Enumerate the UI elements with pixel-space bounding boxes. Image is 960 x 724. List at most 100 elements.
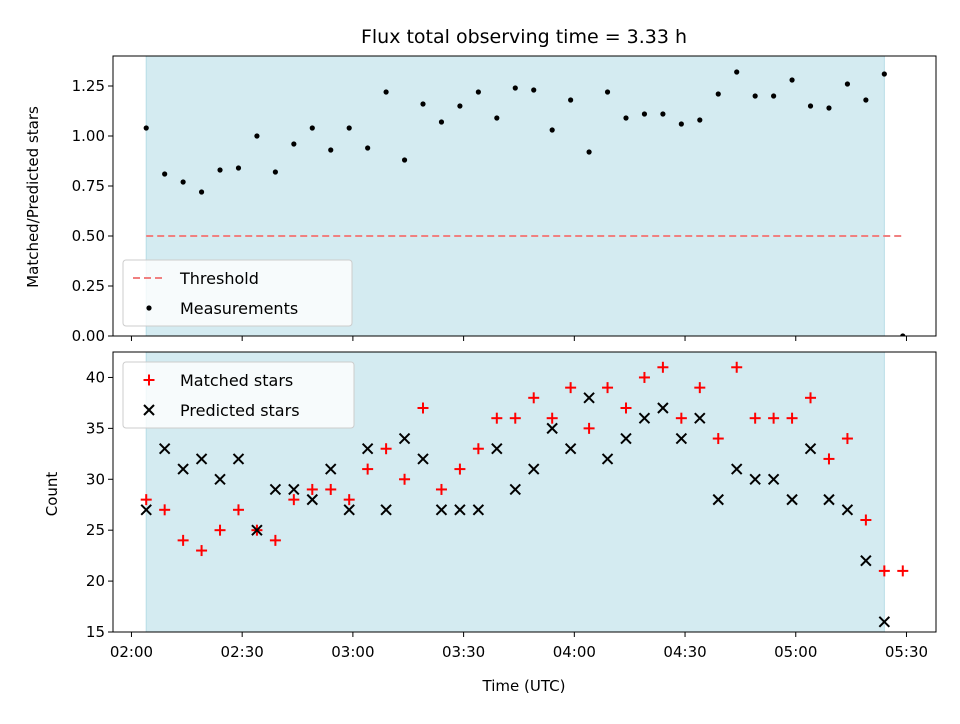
bottom-panel-series-1-point-37 — [823, 493, 835, 506]
top-panel-series-0-point-21 — [531, 87, 537, 93]
bottom-panel-series-0 — [140, 361, 909, 577]
bottom-panel-series-1-point-12 — [361, 443, 374, 455]
bottom-panel-series-1-point-39 — [860, 555, 872, 567]
bottom-panel-series-1-point-20 — [509, 483, 521, 496]
bottom-panel-series-1-point-23 — [564, 443, 577, 455]
bottom-panel-series-1-point-34-d2 — [767, 473, 780, 485]
top-panel-series-0-point-2 — [180, 179, 186, 185]
bottom-panel-series-0-point-18 — [472, 443, 484, 455]
top-panel-series-0-point-33 — [752, 93, 758, 99]
top-panel-series-0-point-32 — [734, 69, 740, 75]
top-panel-series-0-point-19 — [494, 115, 500, 121]
xtick-label-3: 03:30 — [442, 643, 485, 661]
bottom-panel-series-1-point-14-d2 — [398, 432, 411, 445]
bottom-panel-series-1-point-36-d2 — [804, 443, 817, 455]
top-panel-series-0-point-1 — [162, 171, 168, 177]
top-panel-series-0-point-13 — [383, 89, 389, 95]
top-panel-series-0-point-16 — [438, 119, 445, 125]
bottom-panel-series-1-point-8-d2 — [288, 483, 300, 496]
top-panel-series-0-point-7 — [272, 169, 278, 175]
bottom-panel-series-0-point-38 — [841, 433, 853, 445]
bottom-panel-series-1-point-15-d2 — [417, 453, 429, 465]
bottom-panel-series-1-point-14 — [398, 432, 411, 445]
bottom-panel: 15 20 25 30 35 40 02:00 02:30 03:00 03:30 04:00 04:… — [86, 351, 937, 661]
bottom-panel-series-0-point-20 — [509, 412, 521, 424]
bottom-panel-series-1-point-2 — [177, 463, 189, 475]
bottom-panel-series-1-point-27 — [638, 412, 651, 424]
bottom-panel-series-1-point-29 — [675, 432, 688, 445]
bottom-panel-series-0-point-37 — [823, 453, 835, 465]
xtick-label-6: 05:00 — [774, 643, 817, 661]
bottom-panel-series-1-point-24-d2 — [583, 392, 595, 404]
bottom-panel-series-1-point-4-d2 — [214, 473, 226, 485]
top-panel-series-0 — [143, 69, 906, 336]
bottom-panel-series-1-point-30-d2 — [694, 412, 706, 424]
xtick-label-2: 03:00 — [331, 643, 374, 661]
bottom-panel-series-1-point-13 — [380, 504, 392, 516]
bottom-panel-ytick-label-5: 40 — [86, 368, 105, 386]
bottom-panel-legend-label-1: Predicted stars — [180, 401, 300, 420]
bottom-panel-series-1-point-23-d2 — [564, 443, 577, 455]
bottom-panel-series-1-point-37-d2 — [823, 493, 835, 506]
bottom-panel-series-1-point-40-d2 — [878, 616, 891, 628]
bottom-panel-series-1-point-38-d2 — [841, 504, 854, 516]
bottom-panel-series-1-point-21-d2 — [528, 463, 540, 475]
bottom-panel-series-0-point-5 — [232, 504, 244, 516]
top-panel-ytick-label-4: 1.00 — [72, 127, 105, 145]
top-panel-series-0-point-36 — [807, 103, 814, 109]
bottom-panel-series-1-point-8 — [288, 483, 300, 496]
bottom-panel-ytick-label-3: 30 — [86, 470, 105, 488]
top-panel-series-0-point-3 — [198, 189, 205, 195]
top-panel-series-0-point-37 — [826, 105, 832, 111]
top-panel-series-0-point-10 — [328, 147, 334, 153]
bottom-panel-series-1-point-22 — [546, 422, 558, 435]
bottom-panel-series-0-point-3 — [196, 545, 208, 557]
bottom-panel-series-1-point-18 — [472, 504, 485, 516]
bottom-panel-series-1-point-10 — [325, 463, 337, 475]
bottom-panel-series-0-point-29 — [675, 412, 687, 424]
top-panel-legend-box — [122, 259, 353, 327]
bottom-panel-series-0-point-7 — [269, 534, 281, 546]
top-panel-ytick-label-1: 0.25 — [72, 277, 105, 295]
bottom-panel-series-1-point-16 — [435, 504, 448, 516]
bottom-panel-series-1-point-22-d2 — [546, 422, 558, 435]
bottom-panel-series-1-point-28-d2 — [657, 402, 669, 414]
bottom-panel-series-1-point-38 — [841, 504, 854, 516]
bottom-panel-series-0-point-16 — [435, 483, 447, 495]
top-panel-series-0-point-30 — [697, 117, 703, 123]
bottom-panel-series-0-point-12 — [362, 463, 374, 475]
top-panel-series-0-point-5 — [235, 165, 242, 171]
bottom-panel-series-1-point-31 — [712, 493, 724, 506]
top-panel-series-0-point-34 — [771, 93, 777, 99]
bottom-panel-series-1-point-24 — [583, 392, 595, 404]
bottom-panel-series-1-point-21 — [528, 463, 540, 475]
top-panel-series-0-point-27 — [641, 111, 648, 117]
bottom-panel-series-0-point-2 — [177, 534, 189, 546]
top-panel-series-0-point-17 — [457, 103, 463, 109]
bottom-panel-series-1-point-15 — [417, 453, 429, 465]
bottom-panel-series-0-point-40 — [878, 565, 890, 577]
bottom-panel-ytick-label-1: 20 — [86, 572, 105, 590]
top-panel-series-0-point-26 — [623, 115, 629, 121]
bottom-panel-series-1-point-17 — [454, 504, 466, 516]
bottom-panel-series-1-point-12-d2 — [361, 443, 374, 455]
top-panel-series-0-point-14 — [401, 157, 408, 163]
bottom-panel-ytick-label-0: 15 — [86, 623, 105, 641]
top-panel-series-0-point-24 — [586, 149, 592, 155]
bottom-panel-legend-swatch-1-d2 — [143, 404, 155, 416]
bottom-panel-series-0-point-33 — [749, 412, 761, 424]
top-panel-series-0-point-12 — [365, 145, 371, 151]
bottom-panel-legend-box — [122, 361, 355, 429]
top-panel-series-0-point-31 — [715, 91, 721, 97]
bottom-panel-ytick-label-2: 25 — [86, 521, 105, 539]
bottom-panel-series-1-point-7-d2 — [269, 483, 282, 496]
bottom-panel-series-0-point-35 — [786, 412, 798, 424]
bottom-panel-series-0-point-1 — [159, 504, 171, 516]
bottom-panel-series-1-point-26 — [620, 432, 632, 445]
bottom-panel-series-1-point-39-d2 — [860, 555, 872, 567]
top-panel-legend-swatch-1 — [146, 305, 152, 311]
top-panel-series-0-point-8 — [291, 141, 297, 147]
xtick-label-1: 02:30 — [221, 643, 264, 661]
